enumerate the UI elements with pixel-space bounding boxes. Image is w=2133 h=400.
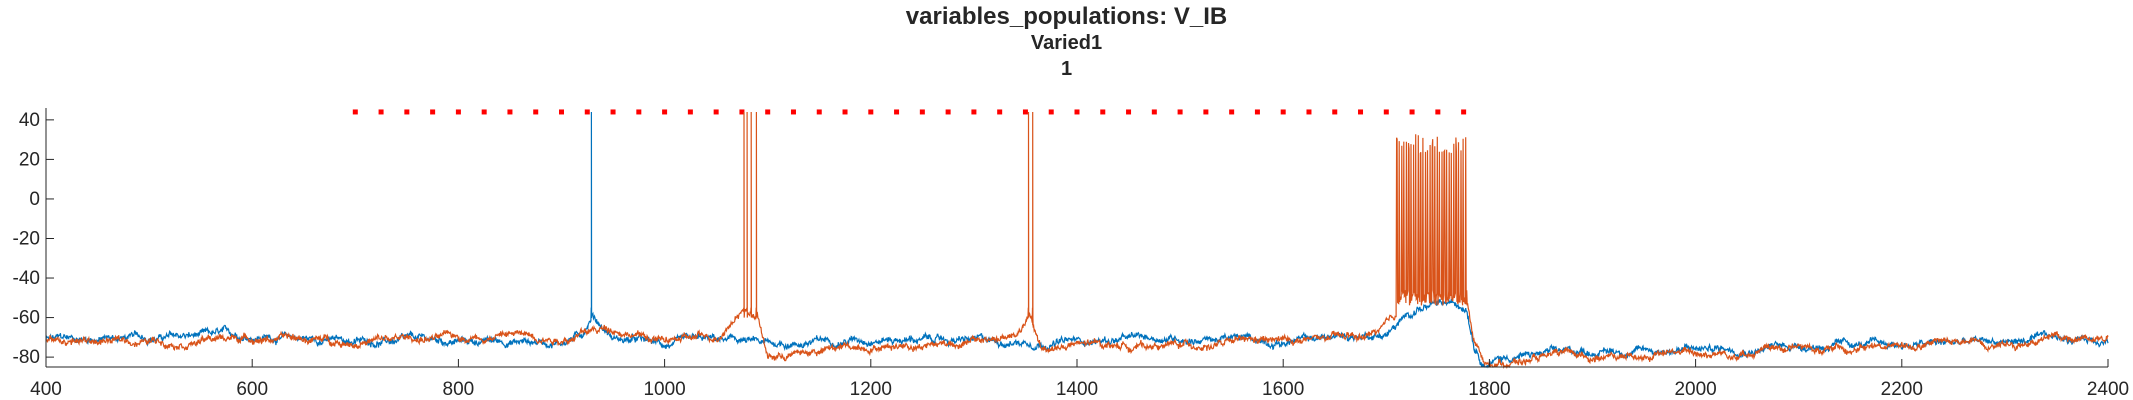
chart-title: variables_populations: V_IB (905, 3, 1228, 30)
x-tick-label-1: 600 (236, 379, 268, 400)
raster-dot-16 (765, 109, 771, 115)
trace-lines (45, 111, 2109, 370)
x-tick-label-10: 2400 (2087, 379, 2129, 400)
raster-dot-2 (404, 109, 410, 115)
y-tick-label-0: 40 (19, 110, 40, 131)
raster-dot-6 (507, 109, 513, 115)
raster-dot-29 (1100, 109, 1106, 115)
x-tick-label-6: 1600 (1262, 379, 1304, 400)
raster-dot-20 (868, 109, 874, 115)
raster-dot-37 (1306, 109, 1312, 115)
y-tick-label-2: 0 (29, 189, 40, 210)
raster-dot-28 (1074, 109, 1080, 115)
y-tick-label-4: -40 (13, 268, 40, 289)
raster-dot-27 (1048, 109, 1054, 115)
raster-dot-3 (430, 109, 436, 115)
raster-dot-0 (352, 109, 358, 115)
raster-dot-7 (533, 109, 539, 115)
raster-dot-15 (739, 109, 745, 115)
raster-dot-22 (919, 109, 925, 115)
raster-dot-36 (1280, 109, 1286, 115)
x-tick-label-0: 400 (30, 379, 62, 400)
x-tick-label-7: 1800 (1468, 379, 1510, 400)
raster-dot-10 (610, 109, 616, 115)
raster-dot-1 (378, 109, 384, 115)
chart-subtitle-index: 1 (1060, 58, 1073, 80)
x-tick-label-5: 1400 (1056, 379, 1098, 400)
y-tick-label-6: -80 (13, 347, 40, 368)
raster-dot-38 (1332, 109, 1338, 115)
series-line-1 (45, 111, 2109, 370)
raster-dot-9 (584, 109, 590, 115)
raster-dot-12 (662, 109, 668, 115)
raster-dot-18 (816, 109, 822, 115)
raster-dot-40 (1383, 109, 1389, 115)
title-block: variables_populations: V_IB Varied1 1 (0, 4, 2133, 82)
chart-subtitle: Varied1 (1030, 32, 1103, 54)
raster-dot-19 (842, 109, 848, 115)
raster-dot-41 (1409, 109, 1415, 115)
x-tick-label-9: 2200 (1881, 379, 1923, 400)
raster-dots (352, 109, 1467, 115)
raster-dot-32 (1177, 109, 1183, 115)
raster-dot-31 (1151, 109, 1157, 115)
raster-dot-21 (894, 109, 900, 115)
y-tick-label-3: -20 (13, 228, 40, 249)
raster-dot-13 (687, 109, 693, 115)
raster-dot-25 (997, 109, 1003, 115)
raster-dot-8 (559, 109, 564, 115)
raster-dot-43 (1461, 109, 1467, 115)
axes: 400 600 800 1000 1200 1400 1600 1800 2000 2200 240… (13, 108, 2129, 400)
x-tick-label-8: 2000 (1674, 379, 1716, 400)
raster-dot-26 (1022, 109, 1028, 115)
raster-dot-39 (1358, 109, 1364, 115)
raster-dot-35 (1254, 109, 1260, 115)
y-tick-label-1: 20 (19, 149, 40, 170)
x-tick-label-4: 1200 (850, 379, 892, 400)
raster-dot-17 (790, 109, 796, 115)
raster-dot-4 (455, 109, 461, 115)
raster-dot-33 (1203, 109, 1209, 115)
x-tick-label-2: 800 (443, 379, 475, 400)
raster-dot-30 (1126, 109, 1132, 115)
raster-dot-11 (636, 109, 642, 115)
series-line-0 (45, 111, 2109, 369)
raster-dot-34 (1229, 109, 1235, 115)
y-tick-label-5: -60 (13, 308, 40, 329)
raster-dot-14 (713, 109, 719, 115)
x-tick-label-3: 1000 (643, 379, 685, 400)
raster-dot-42 (1435, 109, 1441, 115)
raster-dot-23 (945, 109, 951, 115)
raster-dot-24 (971, 109, 977, 115)
raster-dot-5 (481, 109, 487, 115)
